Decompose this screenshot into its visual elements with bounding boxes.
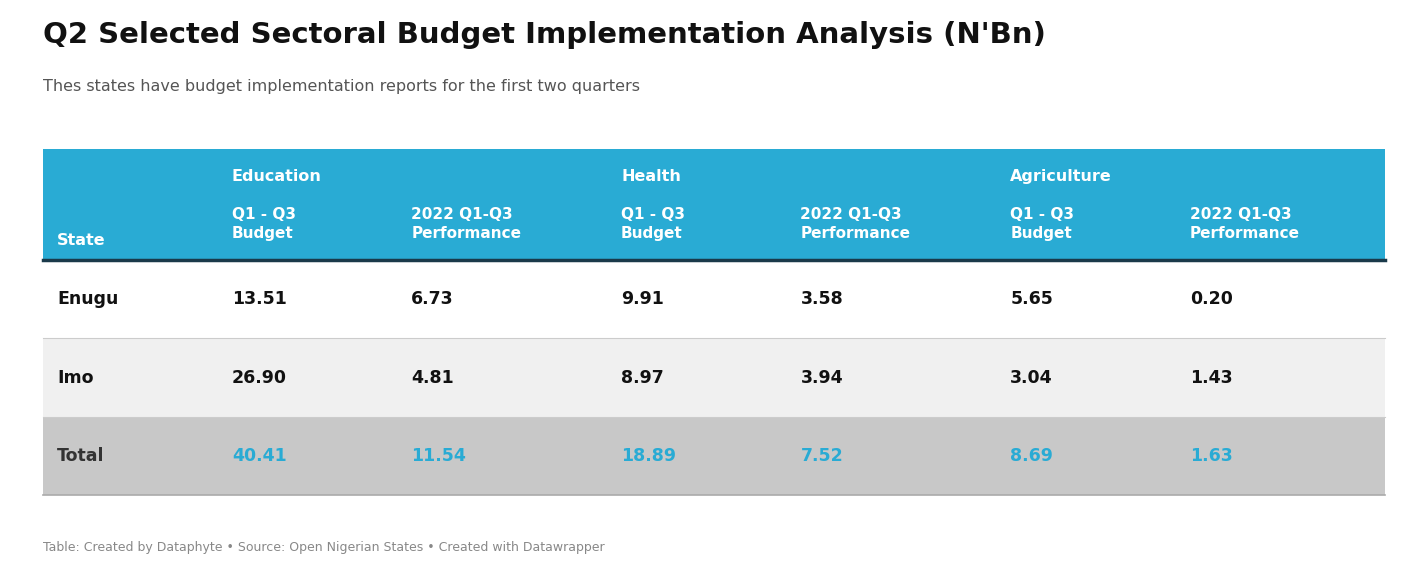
Text: 3.58: 3.58 xyxy=(801,290,844,308)
Text: 6.73: 6.73 xyxy=(411,290,454,308)
Text: State: State xyxy=(57,233,106,248)
Text: Education: Education xyxy=(231,169,321,185)
Text: Health: Health xyxy=(621,169,681,185)
Text: 1.63: 1.63 xyxy=(1190,447,1232,465)
Text: Q1 - Q3
Budget: Q1 - Q3 Budget xyxy=(621,207,685,241)
Text: 11.54: 11.54 xyxy=(411,447,466,465)
Text: Thes states have budget implementation reports for the first two quarters: Thes states have budget implementation r… xyxy=(43,79,640,94)
Text: 13.51: 13.51 xyxy=(231,290,287,308)
Text: Q1 - Q3
Budget: Q1 - Q3 Budget xyxy=(231,207,296,241)
Text: Imo: Imo xyxy=(57,369,94,387)
Text: Enugu: Enugu xyxy=(57,290,119,308)
Text: 2022 Q1-Q3
Performance: 2022 Q1-Q3 Performance xyxy=(801,207,911,241)
Text: 4.81: 4.81 xyxy=(411,369,454,387)
Text: 2022 Q1-Q3
Performance: 2022 Q1-Q3 Performance xyxy=(411,207,521,241)
Text: 0.20: 0.20 xyxy=(1190,290,1232,308)
Text: 40.41: 40.41 xyxy=(231,447,287,465)
Text: 2022 Q1-Q3
Performance: 2022 Q1-Q3 Performance xyxy=(1190,207,1299,241)
Text: Q1 - Q3
Budget: Q1 - Q3 Budget xyxy=(1010,207,1074,241)
Bar xyxy=(43,260,1385,339)
Text: 7.52: 7.52 xyxy=(801,447,844,465)
Text: Table: Created by Dataphyte • Source: Open Nigerian States • Created with Datawr: Table: Created by Dataphyte • Source: Op… xyxy=(43,541,604,554)
Text: 26.90: 26.90 xyxy=(231,369,287,387)
Text: Total: Total xyxy=(57,447,104,465)
Bar xyxy=(43,339,1385,417)
Text: 8.97: 8.97 xyxy=(621,369,664,387)
Text: 8.69: 8.69 xyxy=(1010,447,1052,465)
Text: 3.04: 3.04 xyxy=(1010,369,1052,387)
Text: Agriculture: Agriculture xyxy=(1010,169,1112,185)
Text: 1.43: 1.43 xyxy=(1190,369,1232,387)
Text: 18.89: 18.89 xyxy=(621,447,675,465)
Text: 5.65: 5.65 xyxy=(1010,290,1052,308)
Bar xyxy=(43,417,1385,495)
Text: 9.91: 9.91 xyxy=(621,290,664,308)
Text: Q2 Selected Sectoral Budget Implementation Analysis (N'Bn): Q2 Selected Sectoral Budget Implementati… xyxy=(43,21,1045,49)
Text: 3.94: 3.94 xyxy=(801,369,843,387)
Bar xyxy=(43,149,1385,260)
